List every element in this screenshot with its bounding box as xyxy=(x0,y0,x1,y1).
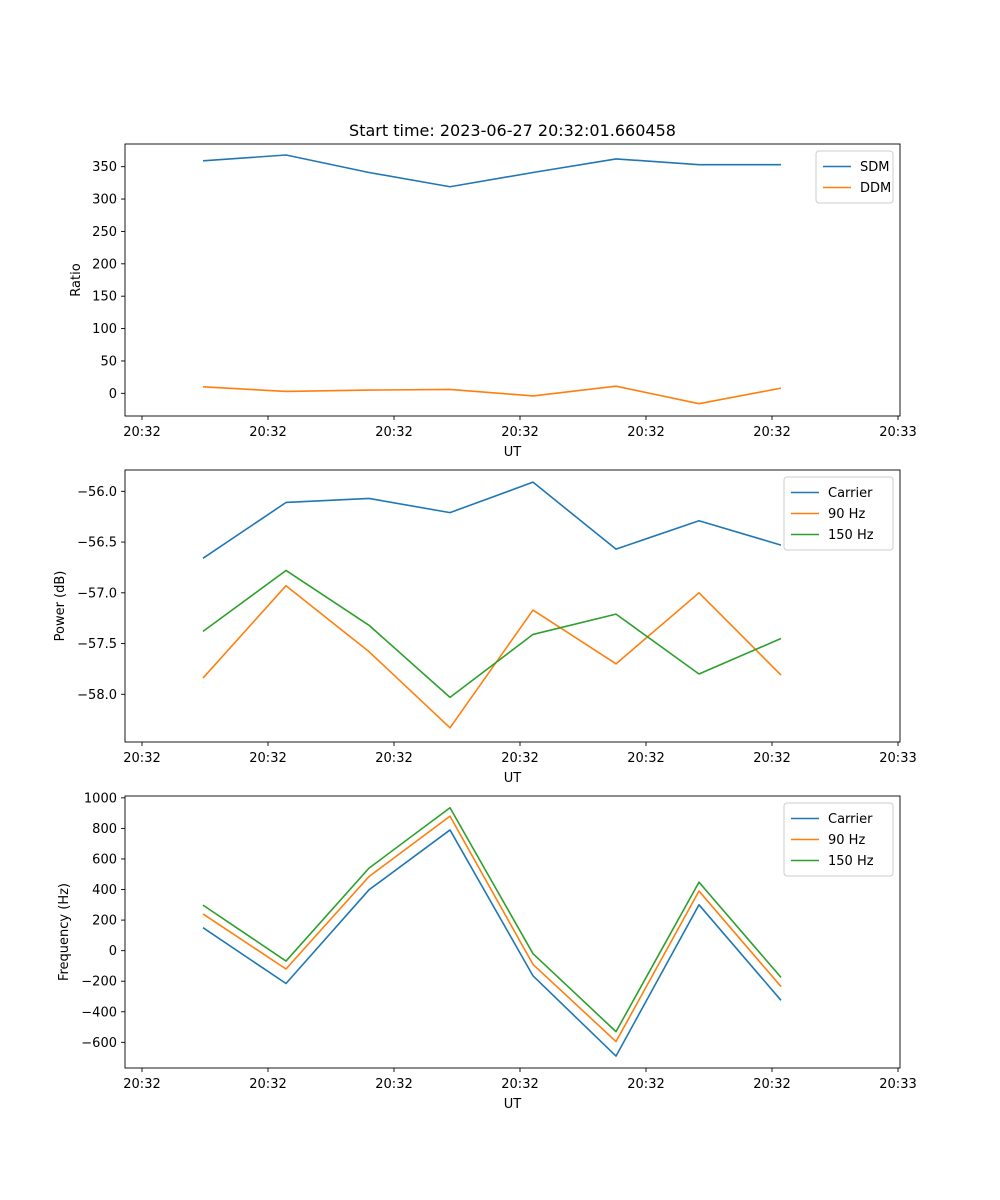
power-panel: 20:32 20:32 20:32 20:32 20:32 20:32 20:33 −58.0… xyxy=(53,469,917,786)
frequency-x-tick-label: 20:32 xyxy=(753,1077,790,1092)
frequency-legend-label-carrier: Carrier xyxy=(828,812,873,827)
frequency-x-tick-label: 20:32 xyxy=(123,1077,160,1092)
frequency-legend xyxy=(783,802,894,877)
frequency-legend-label-90-hz: 90 Hz xyxy=(828,833,865,848)
power-y-tick-label: −58.0 xyxy=(77,688,117,703)
frequency-y-tick-label: 800 xyxy=(92,822,117,837)
ratio-x-tick-label: 20:33 xyxy=(879,425,916,440)
frequency-x-tick-label: 20:32 xyxy=(627,1077,664,1092)
frequency-y-tick-label: 200 xyxy=(92,914,117,929)
ratio-x-tick-label: 20:32 xyxy=(501,425,538,440)
power-axes-frame xyxy=(124,469,901,743)
power-legend-label-150-hz: 150 Hz xyxy=(828,528,874,543)
ratio-series-ddm-line xyxy=(202,385,782,405)
ratio-y-tick-label: 350 xyxy=(92,160,117,175)
power-x-axis-label: UT xyxy=(504,771,522,786)
power-x-tick-label: 20:32 xyxy=(375,751,412,766)
ratio-y-axis-label: Ratio xyxy=(69,263,84,296)
ratio-x-tick-label: 20:32 xyxy=(753,425,790,440)
frequency-axes-frame xyxy=(124,795,901,1069)
ratio-y-tick-label: 50 xyxy=(100,354,117,369)
frequency-legend-label-150-hz: 150 Hz xyxy=(828,854,874,869)
frequency-x-tick-label: 20:33 xyxy=(879,1077,916,1092)
frequency-panel: 20:32 20:32 20:32 20:32 20:32 20:32 20:33 −600 −… xyxy=(57,791,917,1112)
ratio-legend-label-sdm: SDM xyxy=(860,160,889,175)
frequency-y-tick-label: 0 xyxy=(109,944,117,959)
frequency-y-tick-label: 600 xyxy=(92,852,117,867)
power-y-tick-label: −57.0 xyxy=(77,586,117,601)
ratio-x-axis-label: UT xyxy=(504,445,522,460)
ratio-series-sdm-line xyxy=(202,154,781,188)
figure-title: Start time: 2023-06-27 20:32:01.660458 xyxy=(349,121,676,140)
power-x-tick-label: 20:32 xyxy=(501,751,538,766)
ratio-x-tick-label: 20:32 xyxy=(627,425,664,440)
frequency-x-axis-label: UT xyxy=(504,1097,522,1112)
power-y-axis-label: Power (dB) xyxy=(53,571,68,642)
power-x-tick-label: 20:33 xyxy=(879,751,916,766)
frequency-y-axis-label: Frequency (Hz) xyxy=(57,883,72,981)
power-x-tick-label: 20:32 xyxy=(753,751,790,766)
frequency-series-carrier-line xyxy=(202,829,782,1057)
frequency-x-tick-label: 20:32 xyxy=(375,1077,412,1092)
power-y-tick-label: −57.5 xyxy=(77,637,117,652)
ratio-y-tick-label: 100 xyxy=(92,322,117,337)
ratio-x-tick-label: 20:32 xyxy=(375,425,412,440)
ratio-x-tick-label: 20:32 xyxy=(249,425,286,440)
ratio-panel: 20:32 20:32 20:32 20:32 20:32 20:32 20:33 0 50 10… xyxy=(69,143,917,460)
ratio-legend-label-ddm: DDM xyxy=(860,181,891,196)
power-y-tick-label: −56.5 xyxy=(77,536,117,551)
frequency-series-90-hz-line xyxy=(202,815,782,1043)
power-x-tick-label: 20:32 xyxy=(627,751,664,766)
ratio-y-tick-label: 200 xyxy=(92,257,117,272)
ratio-y-tick-label: 300 xyxy=(92,193,117,208)
ratio-y-tick-label: 0 xyxy=(109,387,117,402)
power-legend-label-90-hz: 90 Hz xyxy=(828,507,865,522)
frequency-y-tick-label: −200 xyxy=(81,975,117,990)
power-x-tick-label: 20:32 xyxy=(249,751,286,766)
ratio-legend xyxy=(815,150,894,204)
power-series-150-hz-line xyxy=(202,569,782,699)
frequency-y-tick-label: 400 xyxy=(92,883,117,898)
power-series-carrier-line xyxy=(202,481,782,559)
frequency-x-tick-label: 20:32 xyxy=(249,1077,286,1092)
power-legend xyxy=(783,476,894,551)
power-y-tick-label: −56.0 xyxy=(77,485,117,500)
power-legend-label-carrier: Carrier xyxy=(828,486,873,501)
power-x-tick-label: 20:32 xyxy=(123,751,160,766)
ratio-y-tick-label: 150 xyxy=(92,290,117,305)
frequency-x-tick-label: 20:32 xyxy=(501,1077,538,1092)
frequency-y-tick-label: 1000 xyxy=(84,791,117,806)
ratio-axes-frame xyxy=(124,143,901,417)
frequency-series-150-hz-line xyxy=(202,806,782,1033)
frequency-y-tick-label: −600 xyxy=(81,1036,117,1051)
ratio-y-tick-label: 250 xyxy=(92,225,117,240)
ratio-x-tick-label: 20:32 xyxy=(123,425,160,440)
frequency-y-tick-label: −400 xyxy=(81,1005,117,1020)
power-series-90-hz-line xyxy=(202,584,782,729)
